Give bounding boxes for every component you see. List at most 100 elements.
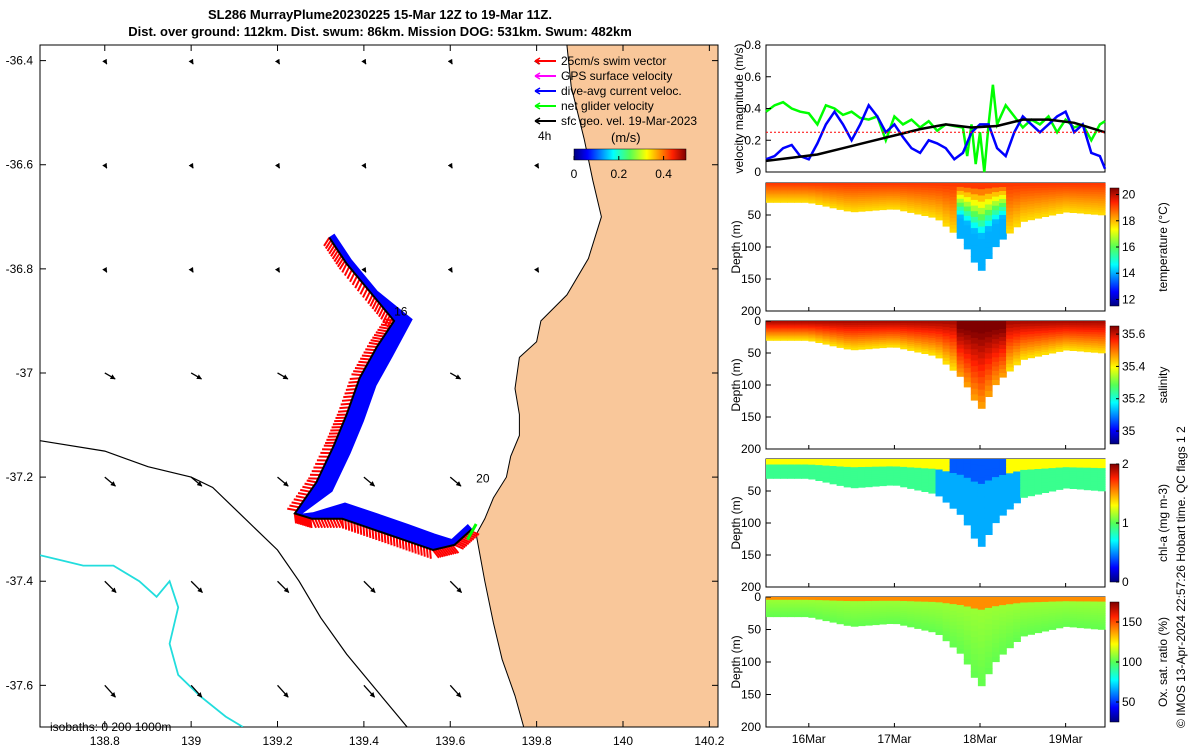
heat-cell bbox=[871, 328, 880, 332]
geo-vector bbox=[188, 58, 194, 65]
heat-cell bbox=[1097, 613, 1106, 616]
heat-cell bbox=[864, 185, 873, 188]
heat-cell bbox=[1013, 352, 1021, 356]
heat-cell bbox=[984, 668, 993, 675]
swim-vector bbox=[293, 513, 298, 524]
heat-cell bbox=[956, 470, 965, 476]
heat-cell bbox=[879, 339, 887, 343]
heat-cell bbox=[829, 473, 838, 476]
heat-cell bbox=[900, 202, 908, 206]
heat-cell bbox=[864, 192, 873, 196]
swim-vector bbox=[440, 547, 449, 557]
heat-cell bbox=[1083, 612, 1092, 616]
heat-cell bbox=[977, 622, 986, 630]
heat-cell bbox=[815, 324, 824, 327]
cb-tick-label: 150 bbox=[1122, 615, 1142, 629]
heat-cell bbox=[1027, 334, 1035, 338]
heat-cell bbox=[773, 337, 781, 340]
heat-cell bbox=[864, 605, 873, 608]
heat-cell bbox=[808, 604, 817, 607]
heat-cell bbox=[1013, 321, 1021, 325]
x-tick-label: 19Mar bbox=[1049, 732, 1083, 746]
heat-cell bbox=[984, 512, 993, 519]
heat-cell bbox=[829, 340, 838, 343]
heat-cell bbox=[886, 330, 894, 333]
heat-cell bbox=[999, 503, 1007, 508]
heat-cell bbox=[984, 380, 993, 387]
heat-cell bbox=[893, 201, 901, 205]
heat-cell bbox=[893, 617, 901, 621]
heat-cell bbox=[900, 611, 908, 614]
heat-cell bbox=[1069, 601, 1078, 604]
heat-cell bbox=[836, 470, 845, 473]
heat-cell bbox=[766, 333, 774, 336]
heat-cell bbox=[1069, 193, 1078, 197]
heat-cell bbox=[1062, 599, 1071, 602]
heat-cell bbox=[850, 183, 859, 186]
heat-cell bbox=[1090, 189, 1099, 193]
heat-cell bbox=[992, 472, 1000, 478]
heat-cell bbox=[787, 199, 795, 202]
heat-cell bbox=[829, 204, 838, 207]
heat-cell bbox=[992, 477, 1000, 483]
heat-cell bbox=[935, 466, 944, 471]
heat-cell bbox=[921, 328, 930, 331]
heat-cell bbox=[928, 214, 937, 218]
heat-cell bbox=[780, 200, 788, 203]
heat-cell bbox=[970, 394, 979, 401]
heat-cell bbox=[857, 467, 866, 470]
heat-cell bbox=[949, 352, 958, 357]
heat-cell bbox=[970, 337, 979, 345]
heat-cell bbox=[1020, 342, 1028, 347]
heat-cell bbox=[871, 192, 880, 196]
heat-cell bbox=[1083, 325, 1092, 329]
heat-cell bbox=[808, 191, 817, 194]
heat-cell bbox=[857, 195, 866, 198]
heat-cell bbox=[886, 337, 894, 341]
heat-cell bbox=[1020, 475, 1028, 479]
heat-cell bbox=[829, 460, 838, 464]
heat-cell bbox=[886, 604, 894, 607]
heat-cell bbox=[1062, 613, 1071, 617]
heat-cell bbox=[1006, 487, 1014, 492]
heat-cell bbox=[900, 192, 908, 196]
heat-cell bbox=[1048, 192, 1057, 195]
swim-vector bbox=[373, 302, 380, 312]
heat-cell bbox=[977, 358, 986, 366]
heat-cell bbox=[843, 609, 852, 612]
heat-cell bbox=[893, 192, 901, 195]
heat-cell bbox=[970, 366, 979, 373]
heat-cell bbox=[977, 459, 986, 466]
heat-cell bbox=[808, 601, 817, 604]
heat-cell bbox=[977, 201, 986, 209]
speed-colorbar bbox=[573, 148, 687, 161]
heat-cell bbox=[1034, 338, 1043, 342]
heat-cell bbox=[787, 184, 795, 187]
heat-cell bbox=[935, 185, 944, 189]
heat-cell bbox=[949, 483, 958, 488]
heat-cell bbox=[808, 197, 817, 200]
heat-cell bbox=[1034, 461, 1043, 465]
heat-cell bbox=[949, 345, 958, 350]
heat-cell bbox=[843, 603, 852, 606]
heat-cell bbox=[942, 360, 951, 365]
heat-cell bbox=[907, 201, 915, 205]
heat-cell bbox=[794, 323, 802, 326]
heat-cell bbox=[766, 199, 774, 202]
heat-cell bbox=[871, 468, 880, 472]
heat-cell bbox=[871, 482, 880, 485]
heat-cell bbox=[928, 347, 937, 351]
y-tick-label: 150 bbox=[741, 272, 761, 286]
heat-cell bbox=[808, 470, 817, 473]
heat-cell bbox=[1034, 336, 1043, 340]
heat-cell bbox=[829, 343, 838, 347]
figure-title: SL286 MurrayPlume20230225 15-Mar 12Z to … bbox=[40, 6, 720, 40]
heat-cell bbox=[1076, 189, 1085, 193]
heat-cell bbox=[1013, 471, 1021, 476]
heat-cell bbox=[766, 608, 774, 611]
heat-cell bbox=[794, 597, 802, 599]
heat-cell bbox=[1062, 620, 1071, 623]
heat-cell bbox=[1083, 474, 1092, 478]
heat-cell bbox=[1069, 477, 1078, 481]
heat-cell bbox=[1006, 469, 1014, 474]
